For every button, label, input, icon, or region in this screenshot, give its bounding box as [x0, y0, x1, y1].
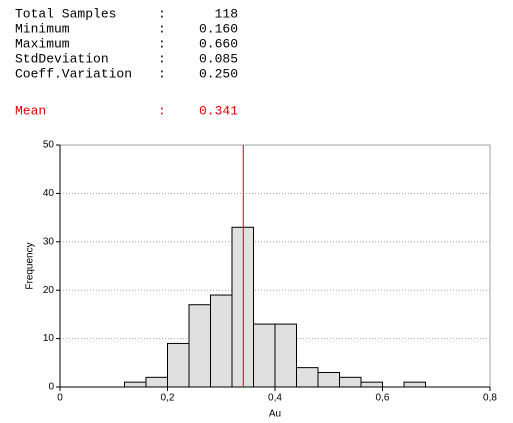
x-tick-label: 0,4 — [268, 393, 282, 404]
bar — [403, 381, 426, 388]
stat-separator: : — [158, 36, 166, 51]
x-axis-label: Au — [269, 409, 281, 420]
y-tick-label: 30 — [43, 236, 55, 247]
stat-value: 0.660 — [199, 36, 238, 51]
bar — [339, 376, 362, 388]
y-tick-label: 20 — [43, 285, 55, 296]
bar — [253, 323, 276, 388]
stat-label: StdDeviation — [15, 51, 109, 66]
bar — [231, 226, 254, 388]
stat-separator: : — [158, 66, 166, 81]
stat-value: 0.341 — [199, 103, 238, 118]
stat-label: Coeff.Variation — [15, 66, 132, 81]
stat-value: 0.250 — [199, 66, 238, 81]
stat-separator: : — [158, 103, 166, 118]
y-tick-label: 40 — [43, 188, 55, 199]
y-tick-label: 10 — [43, 333, 55, 344]
stat-label: Mean — [15, 103, 46, 118]
y-tick-label: 0 — [48, 382, 54, 393]
bar — [296, 367, 319, 388]
stat-separator: : — [158, 21, 166, 36]
stat-value: 118 — [215, 6, 238, 21]
bar — [145, 376, 168, 388]
bar — [360, 381, 383, 388]
stat-value: 0.160 — [199, 21, 238, 36]
stat-value: 0.085 — [199, 51, 238, 66]
x-tick-label: 0 — [57, 393, 63, 404]
bar — [188, 304, 211, 388]
stat-label: Maximum — [15, 36, 70, 51]
stat-separator: : — [158, 6, 166, 21]
y-tick-label: 50 — [43, 140, 55, 151]
x-tick-label: 0,8 — [483, 393, 497, 404]
stat-label: Total Samples — [15, 6, 116, 21]
bar — [274, 323, 297, 388]
y-axis-label: Frequency — [25, 242, 36, 289]
x-tick-label: 0,6 — [376, 393, 390, 404]
x-tick-label: 0,2 — [161, 393, 175, 404]
stat-label: Minimum — [15, 21, 70, 36]
stat-separator: : — [158, 51, 166, 66]
bar — [167, 342, 190, 388]
bar — [317, 371, 340, 388]
bar — [210, 294, 233, 388]
bar — [124, 381, 147, 388]
